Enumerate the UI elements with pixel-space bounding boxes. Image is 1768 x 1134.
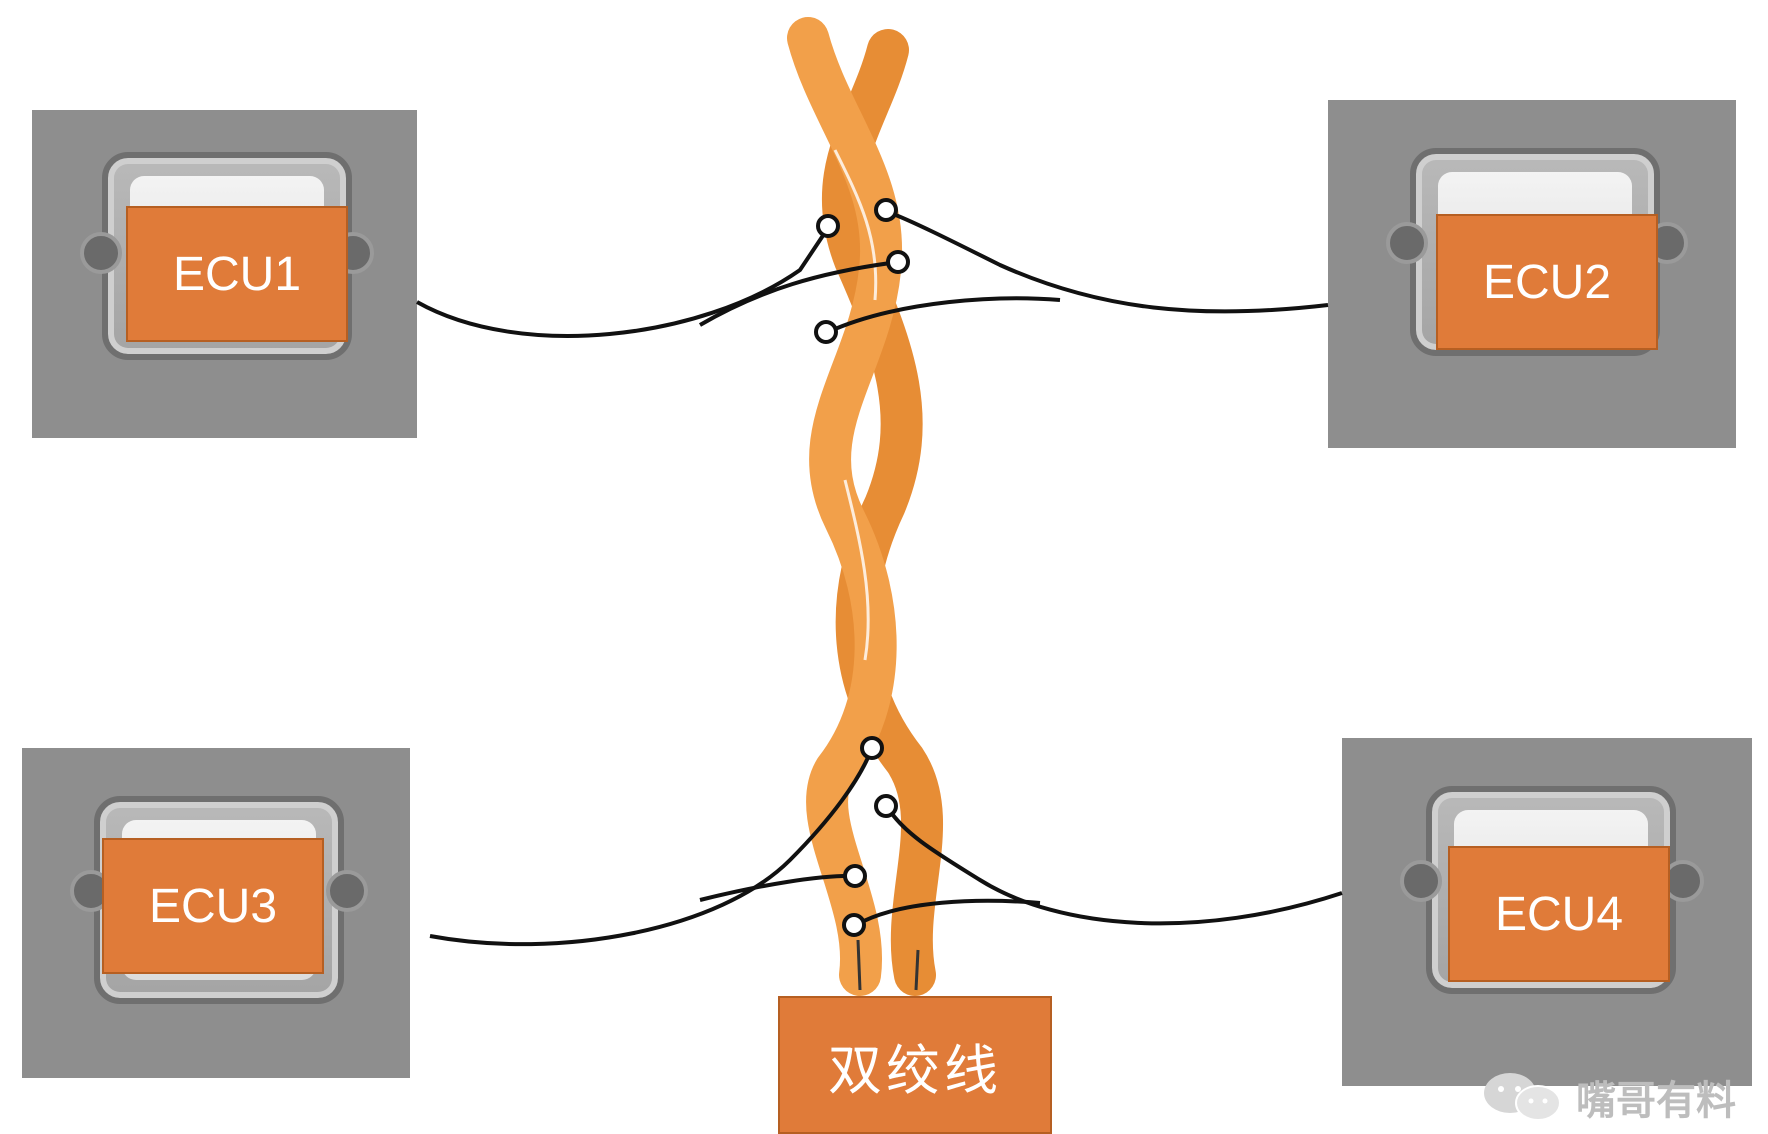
- terminal-ecu3-b: [843, 864, 867, 888]
- ecu4-label: ECU4: [1448, 846, 1670, 982]
- wechat-icon: [1480, 1069, 1566, 1125]
- ecu2-label: ECU2: [1436, 214, 1658, 350]
- terminal-ecu1-a: [816, 214, 840, 238]
- cable-strand-b: [821, 29, 944, 996]
- ecu1-label: ECU1: [126, 206, 348, 342]
- terminal-ecu4-b: [842, 913, 866, 937]
- ecu3-label: ECU3: [102, 838, 324, 974]
- terminal-ecu3-a: [860, 736, 884, 760]
- terminal-ecu1-b: [886, 250, 910, 274]
- ecu4-wires: [855, 806, 1343, 927]
- terminal-ecu4-a: [874, 794, 898, 818]
- ecu1-wires: [416, 226, 899, 338]
- twisted-pair-label: 双绞线: [778, 996, 1052, 1134]
- watermark-text: 嘴哥有料: [1576, 1078, 1736, 1124]
- ecu2-wires: [827, 210, 1329, 334]
- terminal-ecu2-b: [814, 320, 838, 344]
- watermark: 嘴哥有料: [1480, 1068, 1736, 1126]
- ecu3-wires: [429, 747, 874, 947]
- terminal-ecu2-a: [874, 198, 898, 222]
